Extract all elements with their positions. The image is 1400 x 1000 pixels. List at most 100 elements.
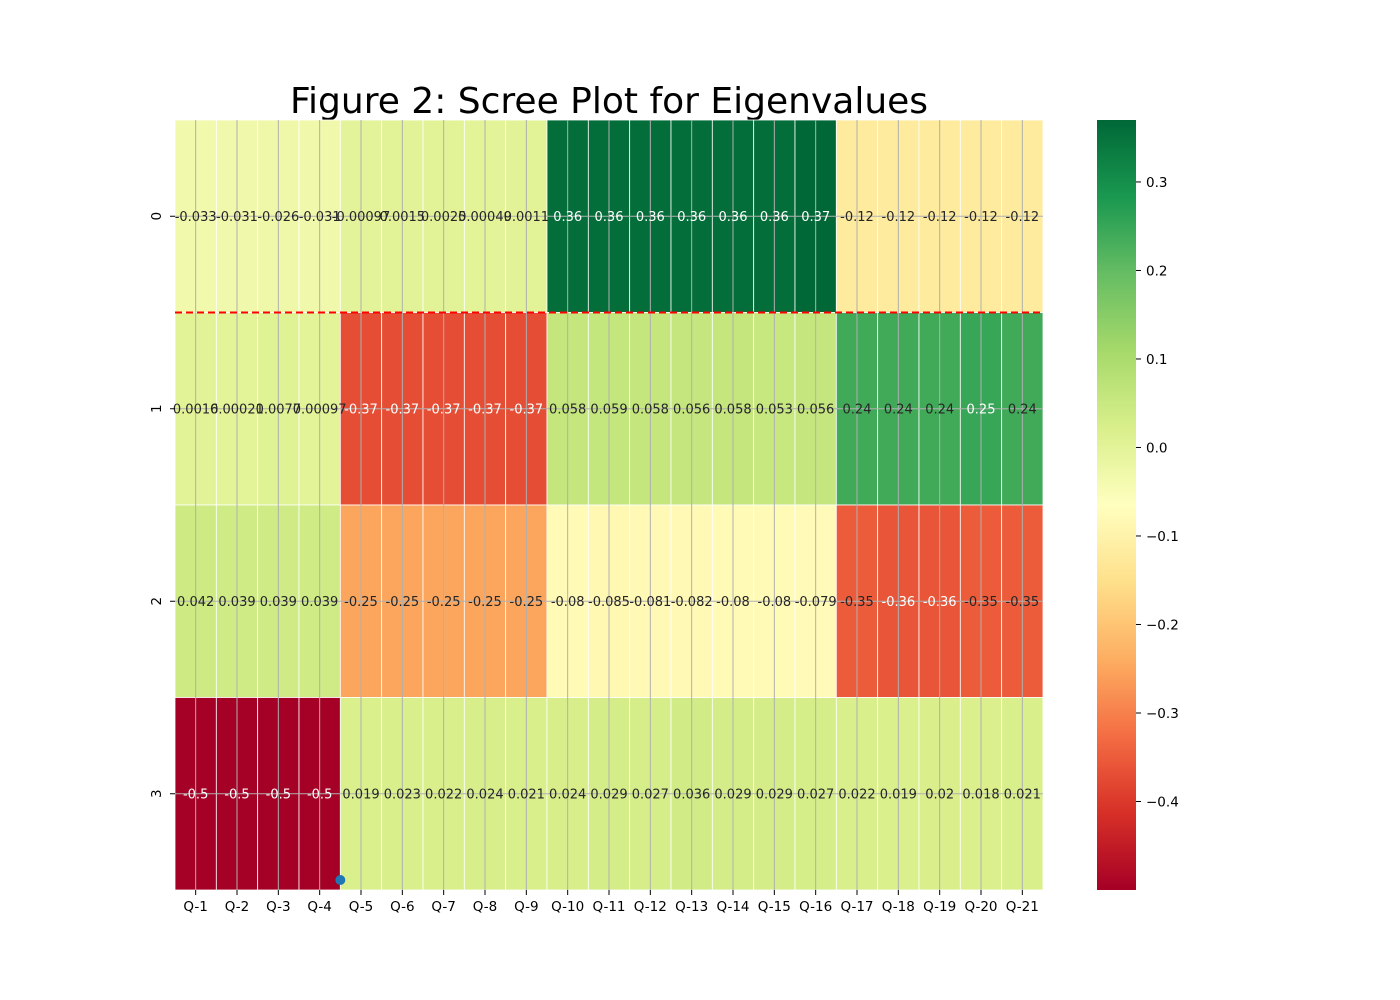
cell-value-label: -0.033 xyxy=(175,210,217,225)
cell-value-label: -0.35 xyxy=(840,595,874,610)
x-tick-label: Q-5 xyxy=(349,899,373,915)
x-tick-label: Q-15 xyxy=(758,899,791,915)
cell-value-label: 0.058 xyxy=(549,402,586,417)
marker-layer xyxy=(335,875,346,885)
cell-value-label: 0.018 xyxy=(962,787,999,802)
cell-value-label: -0.37 xyxy=(468,402,502,417)
cell-value-label: 0.036 xyxy=(673,787,710,802)
cell-value-label: -0.00097 xyxy=(332,210,390,225)
cell-value-label: -0.35 xyxy=(964,595,998,610)
cell-value-label: 0.039 xyxy=(218,595,255,610)
cell-value-label: -0.37 xyxy=(427,402,461,417)
cell-value-label: 0.021 xyxy=(1004,787,1041,802)
cell-value-label: -0.25 xyxy=(510,595,544,610)
cell-value-label: -0.08 xyxy=(716,595,750,610)
cell-value-label: 0.36 xyxy=(760,210,789,225)
x-tick-label: Q-16 xyxy=(799,899,832,915)
cell-value-label: 0.37 xyxy=(801,210,830,225)
cell-value-label: -0.36 xyxy=(923,595,957,610)
cell-value-label: 0.0077 xyxy=(256,402,302,417)
x-tick-label: Q-17 xyxy=(840,899,873,915)
cell-value-label: 0.24 xyxy=(1008,402,1037,417)
x-tick-label: Q-13 xyxy=(675,899,708,915)
y-tick-label: 3 xyxy=(149,789,165,798)
colorbar-tick-label: 0.0 xyxy=(1146,440,1167,456)
cell-value-label: 0.24 xyxy=(925,402,954,417)
colorbar-tick-label: −0.3 xyxy=(1146,706,1179,722)
scatter-point xyxy=(335,875,346,885)
cell-annotations: -0.033 -0.031 -0.026 -0.031-0.000970.00150.… xyxy=(173,210,1041,803)
gridlines xyxy=(175,120,1043,890)
x-tick-label: Q-9 xyxy=(514,899,538,915)
cell-value-label: -0.36 xyxy=(882,595,916,610)
cell-value-label: 0.039 xyxy=(260,595,297,610)
cell-value-label: 0.0016 xyxy=(173,402,219,417)
cell-value-label: 0.056 xyxy=(673,402,710,417)
x-tick-label: Q-20 xyxy=(964,899,997,915)
cell-value-label: -0.026 xyxy=(257,210,299,225)
cell-value-label: -0.12 xyxy=(882,210,916,225)
cell-value-label: 0.36 xyxy=(719,210,748,225)
x-tick-label: Q-21 xyxy=(1006,899,1039,915)
cell-value-label: 0.36 xyxy=(553,210,582,225)
cell-value-label: -0.25 xyxy=(468,595,502,610)
cell-value-label: -0.37 xyxy=(386,402,420,417)
cell-value-label: 0.053 xyxy=(756,402,793,417)
x-tick-label: Q-12 xyxy=(634,899,667,915)
cell-value-label: 0.022 xyxy=(425,787,462,802)
cell-value-label: 0.058 xyxy=(714,402,751,417)
cell-value-label: 0.027 xyxy=(632,787,669,802)
colorbar: 0.3 0.2 0.1 0.0 −0.1 −0.2 −0.3 −0.4 xyxy=(1097,120,1179,890)
cell-value-label: -0.25 xyxy=(344,595,378,610)
cell-value-label: 0.019 xyxy=(880,787,917,802)
cell-value-label: -0.08 xyxy=(551,595,585,610)
x-tick-label: Q-3 xyxy=(266,899,290,915)
cell-value-label: -0.12 xyxy=(923,210,957,225)
cell-value-label: -0.12 xyxy=(840,210,874,225)
cell-value-label: 0.039 xyxy=(301,595,338,610)
cell-value-label: 0.019 xyxy=(342,787,379,802)
cell-value-label: 0.024 xyxy=(466,787,503,802)
cell-value-label: 0.021 xyxy=(508,787,545,802)
x-tick-label: Q-2 xyxy=(225,899,249,915)
cell-value-label: 0.029 xyxy=(590,787,627,802)
colorbar-tick-label: −0.1 xyxy=(1146,529,1179,545)
x-tick-label: Q-14 xyxy=(716,899,749,915)
cell-value-label: -0.082 xyxy=(671,595,713,610)
cell-value-label: 0.36 xyxy=(677,210,706,225)
x-tick-label: Q-10 xyxy=(551,899,584,915)
cell-value-label: 0.059 xyxy=(590,402,627,417)
cell-value-label: 0.022 xyxy=(838,787,875,802)
cell-value-label: -0.085 xyxy=(588,595,630,610)
x-axis: Q-1 Q-2 Q-3 Q-4 Q-5 Q-6 Q-7 Q-8 Q-9 Q-10 Q-11 Q-12 Q… xyxy=(183,890,1039,915)
cell-value-label: -0.5 xyxy=(266,787,291,802)
colorbar-tick-label: 0.3 xyxy=(1146,175,1167,191)
y-tick-label: 0 xyxy=(149,212,165,221)
cell-value-label: -0.031 xyxy=(299,210,341,225)
cell-value-label: 0.024 xyxy=(549,787,586,802)
cell-value-label: 0.24 xyxy=(884,402,913,417)
cell-value-label: 0.029 xyxy=(714,787,751,802)
cell-value-label: 0.24 xyxy=(843,402,872,417)
cell-value-label: -0.5 xyxy=(224,787,249,802)
colorbar-tick-label: 0.2 xyxy=(1146,263,1167,279)
cell-value-label: 0.058 xyxy=(632,402,669,417)
cell-value-label: 0.36 xyxy=(595,210,624,225)
y-tick-label: 1 xyxy=(149,404,165,413)
colorbar-tick-label: −0.2 xyxy=(1146,617,1179,633)
x-tick-label: Q-4 xyxy=(307,899,331,915)
cell-value-label: -0.25 xyxy=(427,595,461,610)
cell-value-label: 0.00049 xyxy=(458,210,512,225)
cell-value-label: -0.37 xyxy=(510,402,544,417)
cell-value-label: 0.0025 xyxy=(421,210,467,225)
cell-value-label: -0.12 xyxy=(1006,210,1040,225)
y-tick-label: 2 xyxy=(149,597,165,606)
cell-value-label: 0.029 xyxy=(756,787,793,802)
cell-value-label: 0.027 xyxy=(797,787,834,802)
x-tick-label: Q-19 xyxy=(923,899,956,915)
x-tick-label: Q-6 xyxy=(390,899,414,915)
cell-value-label: -0.37 xyxy=(344,402,378,417)
x-tick-label: Q-18 xyxy=(882,899,915,915)
cell-value-label: 0.056 xyxy=(797,402,834,417)
